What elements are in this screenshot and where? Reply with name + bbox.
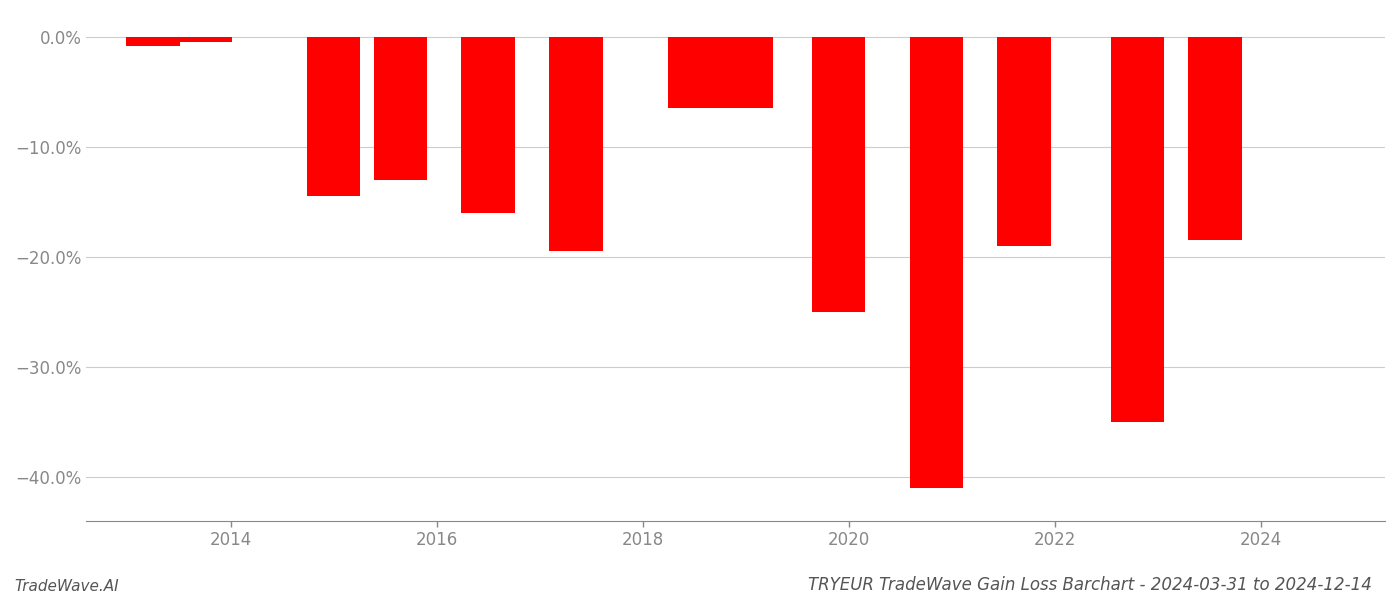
Bar: [178, 37, 231, 43]
Bar: [549, 37, 602, 251]
Bar: [812, 37, 865, 312]
Bar: [997, 37, 1051, 246]
Bar: [307, 37, 360, 196]
Bar: [462, 37, 515, 213]
Bar: [374, 37, 427, 180]
Bar: [1110, 37, 1165, 422]
Text: TradeWave.AI: TradeWave.AI: [14, 579, 119, 594]
Text: TRYEUR TradeWave Gain Loss Barchart - 2024-03-31 to 2024-12-14: TRYEUR TradeWave Gain Loss Barchart - 20…: [808, 576, 1372, 594]
Bar: [668, 37, 721, 109]
Bar: [720, 37, 773, 109]
Bar: [126, 37, 181, 46]
Bar: [1189, 37, 1242, 241]
Bar: [910, 37, 963, 488]
